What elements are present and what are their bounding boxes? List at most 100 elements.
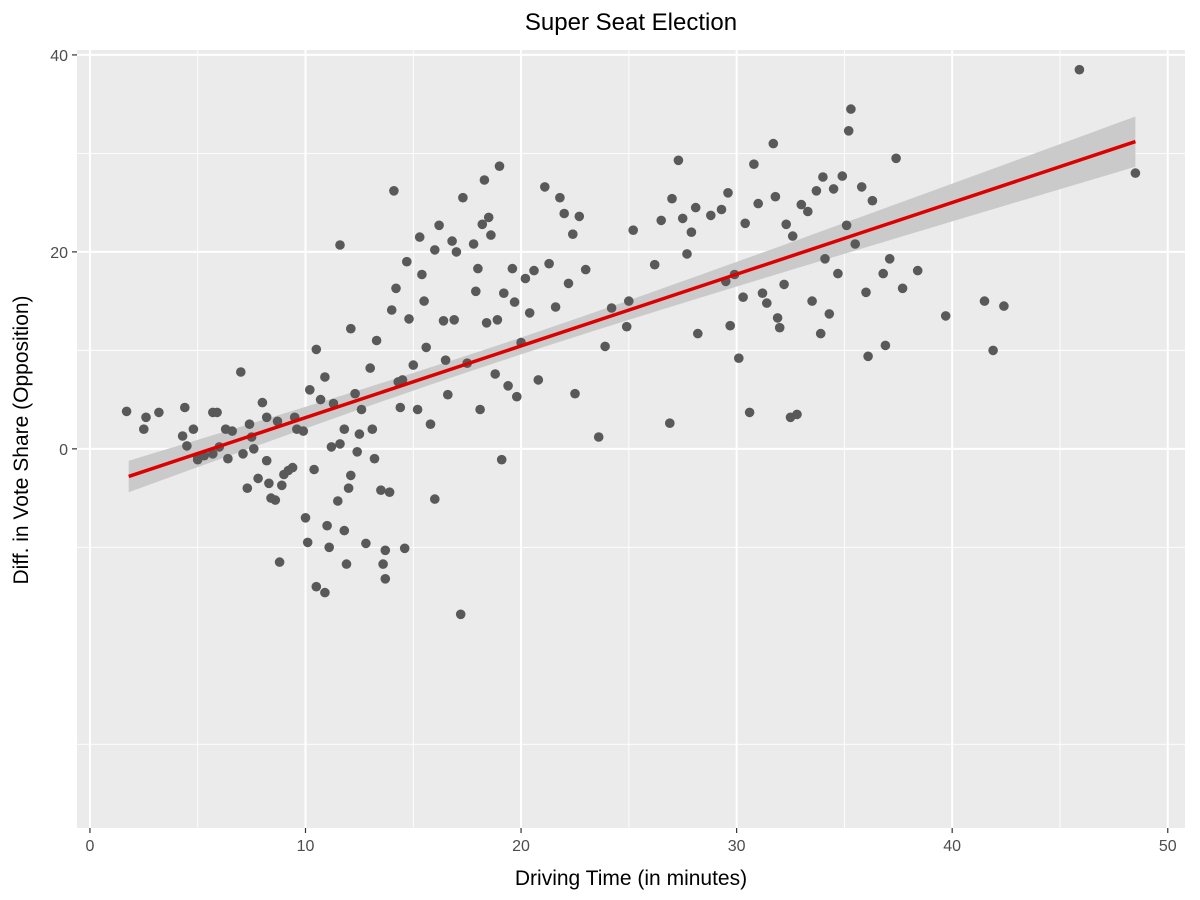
- data-point: [792, 409, 802, 420]
- data-point: [593, 432, 604, 442]
- data-point: [999, 301, 1009, 311]
- data-point: [341, 559, 352, 569]
- data-point: [781, 219, 791, 230]
- data-point: [378, 559, 388, 569]
- data-point: [182, 441, 192, 451]
- data-point: [244, 419, 255, 430]
- data-point: [365, 363, 376, 373]
- data-point: [350, 388, 360, 399]
- data-point: [320, 372, 330, 382]
- data-point: [667, 193, 677, 204]
- data-point: [361, 538, 371, 549]
- data-point: [324, 542, 335, 553]
- x-tick-label: 50: [1159, 838, 1177, 855]
- data-point: [544, 258, 554, 269]
- y-tick-label: 20: [50, 245, 68, 262]
- data-point: [861, 287, 871, 298]
- data-point: [690, 202, 701, 213]
- data-point: [177, 431, 188, 441]
- data-point: [343, 483, 354, 494]
- data-point: [533, 375, 544, 385]
- data-point: [238, 449, 248, 459]
- x-tick-label: 30: [728, 838, 746, 855]
- data-point: [300, 513, 311, 523]
- data-point: [455, 609, 466, 620]
- data-point: [371, 335, 382, 346]
- data-point: [277, 480, 287, 491]
- data-point: [458, 192, 468, 203]
- data-point: [449, 315, 460, 325]
- data-point: [734, 353, 744, 364]
- data-point: [335, 439, 345, 449]
- data-point: [434, 220, 444, 231]
- data-point: [486, 230, 496, 240]
- data-point: [227, 426, 237, 436]
- data-point: [339, 525, 350, 536]
- data-point: [496, 454, 507, 465]
- data-point: [600, 341, 610, 352]
- data-point: [490, 369, 501, 379]
- data-point: [391, 283, 401, 294]
- data-point: [354, 429, 365, 439]
- data-point: [154, 407, 164, 418]
- data-point: [253, 473, 263, 484]
- fit-line-group: [128, 139, 1136, 479]
- data-point: [673, 155, 684, 166]
- data-point: [772, 313, 783, 323]
- data-point: [1074, 64, 1085, 75]
- data-point: [208, 449, 218, 459]
- data-point: [352, 447, 363, 457]
- data-point: [811, 186, 822, 196]
- data-point: [753, 198, 763, 209]
- x-tick-label: 10: [297, 838, 315, 855]
- data-point: [274, 557, 285, 567]
- data-point: [837, 171, 848, 181]
- data-point: [447, 236, 457, 246]
- data-point: [768, 138, 779, 149]
- data-point: [479, 175, 490, 185]
- data-point: [891, 153, 901, 164]
- data-point: [940, 311, 951, 321]
- data-point: [570, 388, 580, 399]
- data-point: [512, 391, 522, 402]
- data-point: [492, 315, 503, 325]
- data-point: [468, 239, 479, 249]
- data-point: [188, 424, 199, 435]
- data-point: [828, 184, 839, 194]
- data-point: [686, 227, 697, 237]
- data-point: [863, 351, 873, 362]
- data-point: [738, 292, 748, 303]
- x-tick-label: 0: [85, 838, 94, 855]
- data-point: [563, 278, 574, 289]
- data-point: [298, 426, 309, 436]
- data-point: [559, 208, 569, 219]
- data-point: [315, 394, 326, 405]
- data-point: [494, 161, 505, 171]
- data-point: [380, 545, 391, 556]
- data-point: [414, 232, 425, 242]
- data-point: [471, 286, 481, 297]
- data-point: [787, 231, 798, 241]
- data-point: [257, 397, 268, 408]
- data-point: [723, 188, 733, 198]
- data-point: [440, 355, 451, 366]
- data-point: [757, 288, 768, 299]
- data-point: [677, 213, 688, 224]
- data-point: [389, 186, 399, 196]
- data-point: [779, 279, 789, 290]
- data-point: [979, 296, 990, 306]
- data-point: [884, 253, 895, 264]
- data-point: [242, 483, 253, 494]
- data-point: [408, 360, 419, 370]
- data-point: [706, 210, 716, 221]
- data-point: [815, 328, 826, 339]
- x-tick-label: 40: [943, 838, 961, 855]
- data-point: [856, 182, 867, 192]
- data-point: [333, 496, 343, 506]
- data-point: [261, 455, 272, 466]
- data-point: [649, 259, 660, 270]
- data-point: [402, 256, 412, 267]
- data-point: [1130, 168, 1141, 178]
- data-point: [499, 288, 509, 299]
- data-point: [846, 104, 856, 114]
